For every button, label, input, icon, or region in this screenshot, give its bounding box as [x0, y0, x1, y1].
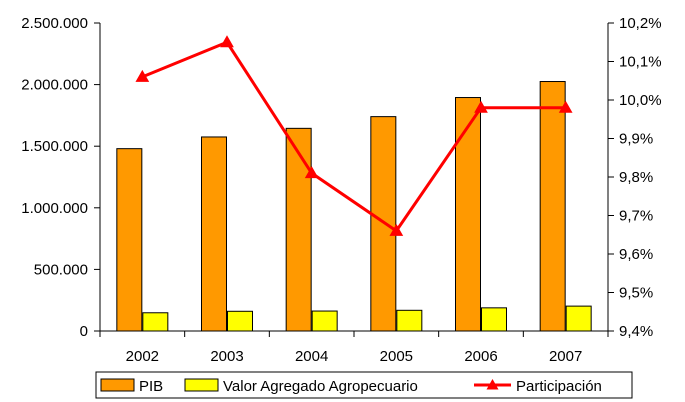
right-axis-tick-label: 10,1% — [619, 54, 662, 71]
legend-label-valor-agregado: Valor Agregado Agropecuario — [223, 378, 418, 395]
right-axis-tick-label: 9,5% — [619, 285, 653, 302]
left-axis-tick-label: 0 — [80, 323, 88, 340]
x-axis-tick-label: 2006 — [464, 348, 497, 365]
legend-label-pib: PIB — [139, 378, 163, 395]
left-axis-tick-label: 1.500.000 — [21, 138, 88, 155]
valor-agregado-bar — [142, 312, 169, 332]
valor-agregado-bar — [565, 305, 592, 332]
legend-swatch-valor-agregado — [184, 378, 219, 392]
participacion-line — [141, 40, 566, 233]
pib-bar — [116, 148, 143, 332]
right-axis-tick-label: 10,2% — [619, 15, 662, 32]
pib-bar — [201, 136, 227, 332]
right-axis-tick-label: 9,4% — [619, 323, 653, 340]
plot-area: 0 500.000 1.000.000 1.500.000 2.000.000 2.500… — [21, 15, 661, 365]
valor-agregado-bar — [227, 310, 253, 332]
participacion-marker — [558, 100, 573, 113]
legend-swatch-pib — [100, 378, 135, 392]
participacion-marker — [304, 166, 319, 179]
participacion-marker — [474, 100, 488, 113]
right-axis-tick-label: 9,9% — [619, 131, 653, 148]
x-axis-tick-label: 2007 — [549, 348, 582, 365]
right-axis-tick-label: 9,7% — [619, 208, 653, 225]
valor-agregado-bar — [481, 307, 507, 332]
pib-bar — [455, 97, 481, 332]
valor-agregado-bar — [396, 309, 423, 332]
x-axis-tick-label: 2004 — [295, 348, 328, 365]
right-axis-tick-label: 9,6% — [619, 246, 653, 263]
participacion-marker — [135, 69, 150, 82]
participacion-marker — [389, 223, 404, 236]
right-axis-tick-label: 10,0% — [619, 92, 662, 109]
x-axis-tick-label: 2005 — [380, 348, 413, 365]
legend-marker-participacion — [486, 379, 499, 390]
x-axis-tick-label: 2002 — [126, 348, 159, 365]
valor-agregado-bar — [311, 310, 338, 332]
pib-bar — [539, 81, 566, 332]
right-axis-tick-label: 9,8% — [619, 169, 653, 186]
left-axis-tick-label: 2.000.000 — [21, 77, 88, 94]
legend-label-participacion: Participación — [516, 378, 602, 395]
left-axis-tick-label: 2.500.000 — [21, 15, 88, 32]
left-axis-tick-label: 1.000.000 — [21, 200, 88, 217]
left-axis-tick-label: 500.000 — [34, 261, 88, 278]
x-axis-tick-label: 2003 — [210, 348, 243, 365]
legend: PIB Valor Agregado Agropecuario Participac… — [95, 371, 633, 399]
pib-bar — [285, 127, 312, 332]
participacion-marker — [220, 35, 234, 48]
